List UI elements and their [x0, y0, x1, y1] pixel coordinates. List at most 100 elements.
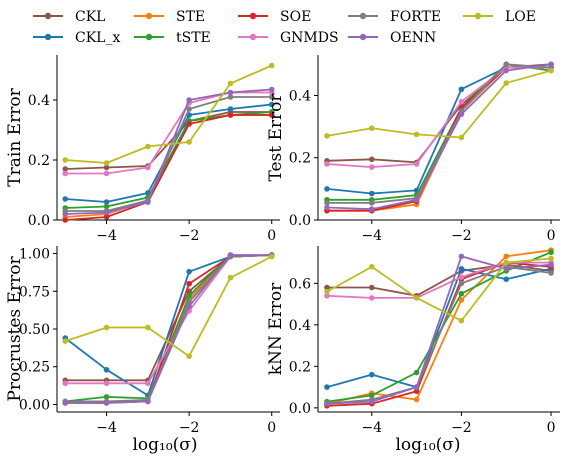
data-point-ckl-x: [368, 371, 375, 378]
data-point-loe: [548, 255, 554, 262]
data-point-gnmds: [413, 161, 420, 167]
data-point-forte: [268, 94, 275, 100]
data-point-loe: [368, 125, 375, 131]
data-point-tste: [103, 394, 110, 400]
data-point-loe: [227, 80, 234, 87]
y-tick-label: 0.00: [19, 397, 50, 413]
data-point-ckl: [62, 166, 69, 172]
x-tick-label: −2: [451, 228, 472, 244]
data-point-loe: [268, 253, 275, 260]
legend-marker-gnmds: [249, 33, 257, 41]
data-point-gnmds: [458, 274, 465, 280]
data-point-loe: [62, 157, 69, 163]
data-point-loe: [268, 62, 275, 69]
series-line-forte: [65, 254, 272, 403]
data-point-tste: [368, 392, 375, 399]
legend-marker-ckl-x: [44, 33, 52, 41]
y-tick-label: 0.2: [289, 359, 311, 375]
data-point-ckl-x: [368, 190, 375, 197]
y-tick-label: 0.6: [289, 276, 311, 292]
legend-label-ste: STE: [176, 9, 205, 25]
data-point-ckl-x: [227, 106, 234, 112]
series-line-oenn: [326, 255, 552, 405]
data-point-oenn: [145, 199, 151, 205]
x-tick-label: −2: [179, 228, 200, 244]
data-point-loe: [503, 80, 510, 86]
legend-marker-soe: [249, 12, 257, 20]
data-point-soe: [186, 121, 192, 127]
data-point-loe: [503, 259, 510, 266]
data-point-loe: [548, 67, 554, 74]
data-point-soe: [62, 217, 69, 223]
data-point-oenn: [103, 400, 110, 406]
data-point-ckl-x: [268, 101, 275, 108]
data-point-ste: [458, 297, 465, 303]
data-point-gnmds: [368, 295, 375, 301]
y-tick-label: 0.75: [19, 284, 50, 300]
data-point-oenn: [62, 211, 69, 217]
x-tick-label: −2: [179, 420, 200, 436]
x-tick-label: 0: [547, 228, 556, 244]
data-point-ckl-x: [103, 199, 110, 205]
series-line-oenn: [65, 88, 272, 215]
data-point-soe: [227, 112, 234, 118]
data-point-oenn: [227, 252, 234, 258]
data-point-ckl: [368, 284, 375, 291]
data-point-loe: [227, 274, 234, 281]
data-point-ckl-x: [458, 86, 465, 93]
data-point-loe: [324, 133, 330, 139]
x-tick-label: −2: [451, 420, 472, 436]
data-point-tste: [548, 249, 554, 256]
data-point-loe: [186, 139, 192, 145]
data-point-gnmds: [324, 161, 330, 167]
data-point-oenn: [368, 206, 375, 212]
data-point-tste: [413, 369, 420, 376]
legend: CKL STE SOE FORTE LOE CKL_x tSTE GNMDS OENN: [33, 9, 536, 46]
data-point-oenn: [413, 384, 420, 390]
data-point-ckl-x: [503, 276, 510, 283]
legend-label-soe: SOE: [280, 9, 311, 25]
series-line-ste: [326, 249, 552, 405]
x-tick-label: 0: [547, 420, 556, 436]
y-tick-label: 0.4: [28, 93, 50, 109]
procrustes-error-panel: 0.00 0.25 0.50 0.75 1.00 −4 −2 0 Procrustes Erro…: [5, 246, 280, 436]
series-line-gnmds: [326, 66, 551, 169]
legend-label-ckl-x: CKL_x: [75, 30, 120, 46]
data-point-gnmds: [62, 380, 69, 387]
data-point-ste: [503, 253, 510, 260]
data-point-loe: [186, 353, 192, 359]
y-tick-label: 0.25: [19, 360, 50, 376]
data-point-loe: [458, 134, 465, 141]
data-point-ste: [413, 396, 420, 403]
data-point-ckl-x: [458, 266, 465, 272]
legend-marker-ckl: [44, 12, 52, 20]
data-point-oenn: [458, 111, 465, 117]
series-line-gnmds: [65, 254, 272, 385]
series-line-ckl-x: [64, 254, 272, 397]
x-tick-label: −4: [96, 228, 117, 244]
data-point-loe: [145, 143, 151, 150]
legend-label-tste: tSTE: [176, 30, 211, 46]
x-tick-label: 0: [267, 420, 276, 436]
series-line-loe: [65, 64, 273, 164]
data-point-forte: [186, 106, 192, 112]
data-point-ckl-x: [62, 196, 69, 202]
y-tick-label: 1.00: [19, 247, 50, 263]
data-point-forte: [324, 200, 330, 206]
data-point-oenn: [227, 89, 234, 96]
legend-label-gnmds: GNMDS: [280, 30, 339, 46]
series-line-forte: [65, 96, 272, 212]
legend-marker-oenn: [359, 33, 367, 41]
data-point-oenn: [62, 400, 69, 406]
series-line-loe: [326, 69, 552, 139]
train-error-panel: 0.0 0.2 0.4 −4 −2 0 Train Error: [5, 55, 280, 244]
series-line-loe: [65, 255, 273, 358]
y-tick-label: 0.2: [28, 153, 50, 169]
y-tick-label: 0.0: [289, 401, 311, 417]
data-point-oenn: [503, 67, 510, 74]
legend-marker-tste: [145, 33, 153, 41]
series-line-soe: [65, 114, 272, 221]
y-tick-label: 0.0: [289, 213, 311, 229]
series-line-ckl-x: [326, 267, 552, 389]
test-error-panel: 0.0 0.2 0.4 −4 −2 0 Test Error: [266, 55, 560, 244]
